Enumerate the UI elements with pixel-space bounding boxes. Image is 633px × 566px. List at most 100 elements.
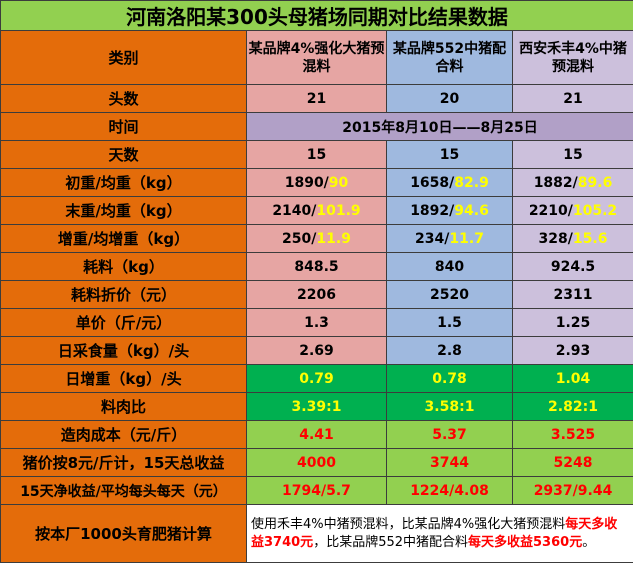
cell: 0.78	[386, 364, 513, 393]
note-text: ，比某品牌552中猪配合料	[313, 534, 469, 550]
table-row: 单价（斤/元） 1.3 1.5 1.25	[0, 308, 633, 337]
footer-row: 按本厂1000头育肥猪计算 使用禾丰4%中猪预混料，比某品牌4%强化大猪预混料每…	[0, 504, 633, 563]
header-col2: 某品牌552中猪配合料	[386, 30, 513, 85]
avg-value: 11.9	[316, 230, 351, 247]
header-col1: 某品牌4%强化大猪预混料	[246, 30, 387, 85]
cell: 15	[386, 140, 513, 169]
period-cell: 2015年8月10日——8月25日	[246, 112, 633, 141]
footer-note: 使用禾丰4%中猪预混料，比某品牌4%强化大猪预混料每天多收益3740元，比某品牌…	[246, 504, 633, 563]
table-row: 耗料（kg） 848.5 840 924.5	[0, 252, 633, 281]
cell: 3.58:1	[386, 392, 513, 421]
table-row: 耗料折价（元） 2206 2520 2311	[0, 280, 633, 309]
title-row: 河南洛阳某300头母猪场同期对比结果数据	[0, 0, 633, 31]
cell: 1.3	[246, 308, 387, 337]
cell: 3.39:1	[246, 392, 387, 421]
note-highlight: 每天多收益5360元	[468, 534, 583, 550]
row-label: 料肉比	[0, 392, 247, 421]
note-text: 。	[582, 534, 596, 550]
cell: 1.04	[512, 364, 633, 393]
cell: 4.41	[246, 420, 387, 449]
total-value: 1890/	[284, 174, 329, 191]
table-row: 15天净收益/平均每头每天（元） 1794/5.7 1224/4.08 2937…	[0, 476, 633, 505]
table-row: 日采食量（kg）/头 2.69 2.8 2.93	[0, 336, 633, 365]
cell: 5.37	[386, 420, 513, 449]
note-text: 使用禾丰4%中猪预混料，比某品牌4%强化大猪预混料	[251, 516, 566, 532]
cell: 2210/105.2	[512, 196, 633, 225]
total-value: 328/	[538, 230, 573, 247]
avg-value: 101.9	[316, 202, 361, 219]
avg-value: 90	[328, 174, 349, 191]
row-label: 初重/均重（kg）	[0, 168, 247, 197]
cell: 2140/101.9	[246, 196, 387, 225]
cell: 1892/94.6	[386, 196, 513, 225]
row-label: 头数	[0, 84, 247, 113]
row-label: 造肉成本（元/斤）	[0, 420, 247, 449]
total-value: 1882/	[533, 174, 578, 191]
avg-value: 105.2	[572, 202, 618, 219]
avg-value: 4.08	[454, 482, 489, 499]
total-value: 2140/	[272, 202, 317, 219]
cell: 1890/90	[246, 168, 387, 197]
total-value: 250/	[282, 230, 317, 247]
header-col3: 西安禾丰4%中猪预混料	[512, 30, 633, 85]
avg-value: 11.7	[449, 230, 484, 247]
cell: 2.8	[386, 336, 513, 365]
cell: 1882/89.6	[512, 168, 633, 197]
total-value: 1224/	[410, 482, 455, 499]
cell: 234/11.7	[386, 224, 513, 253]
table-row: 增重/均增重（kg） 250/11.9 234/11.7 328/15.6	[0, 224, 633, 253]
avg-value: 9.44	[577, 482, 613, 499]
total-value: 1658/	[410, 174, 455, 191]
cell: 20	[386, 84, 513, 113]
avg-value: 94.6	[454, 202, 489, 219]
cell: 15	[512, 140, 633, 169]
cell: 2937/9.44	[512, 476, 633, 505]
cell: 5248	[512, 448, 633, 477]
row-label: 猪价按8元/斤计，15天总收益	[0, 448, 247, 477]
total-value: 234/	[415, 230, 450, 247]
header-category: 类别	[0, 30, 247, 85]
cell: 2206	[246, 280, 387, 309]
cell: 1.5	[386, 308, 513, 337]
cell: 3.525	[512, 420, 633, 449]
cell: 250/11.9	[246, 224, 387, 253]
cell: 1.25	[512, 308, 633, 337]
cell: 3744	[386, 448, 513, 477]
table-title: 河南洛阳某300头母猪场同期对比结果数据	[0, 0, 633, 31]
table-row: 头数 21 20 21	[0, 84, 633, 113]
header-row: 类别 某品牌4%强化大猪预混料 某品牌552中猪配合料 西安禾丰4%中猪预混料	[0, 30, 633, 85]
table-row: 时间 2015年8月10日——8月25日	[0, 112, 633, 141]
total-value: 2210/	[528, 202, 573, 219]
cell: 0.79	[246, 364, 387, 393]
row-label: 增重/均增重（kg）	[0, 224, 247, 253]
cell: 840	[386, 252, 513, 281]
table-row: 猪价按8元/斤计，15天总收益 4000 3744 5248	[0, 448, 633, 477]
row-label: 时间	[0, 112, 247, 141]
cell: 2311	[512, 280, 633, 309]
cell: 2.82:1	[512, 392, 633, 421]
cell: 848.5	[246, 252, 387, 281]
cell: 1794/5.7	[246, 476, 387, 505]
cell: 21	[246, 84, 387, 113]
cell: 4000	[246, 448, 387, 477]
avg-value: 5.7	[326, 482, 351, 499]
row-label: 日采食量（kg）/头	[0, 336, 247, 365]
cell: 328/15.6	[512, 224, 633, 253]
cell: 2.69	[246, 336, 387, 365]
cell: 15	[246, 140, 387, 169]
avg-value: 15.6	[572, 230, 608, 247]
cell: 21	[512, 84, 633, 113]
footer-label: 按本厂1000头育肥猪计算	[0, 504, 247, 563]
cell: 2.93	[512, 336, 633, 365]
cell: 924.5	[512, 252, 633, 281]
table-row: 日增重（kg）/头 0.79 0.78 1.04	[0, 364, 633, 393]
avg-value: 82.9	[454, 174, 489, 191]
note-highlight: 每天多收益3740元	[251, 516, 618, 550]
table-row: 末重/均重（kg） 2140/101.9 1892/94.6 2210/105.…	[0, 196, 633, 225]
total-value: 1794/	[282, 482, 327, 499]
cell: 1224/4.08	[386, 476, 513, 505]
row-label: 日增重（kg）/头	[0, 364, 247, 393]
row-label: 天数	[0, 140, 247, 169]
table-row: 造肉成本（元/斤） 4.41 5.37 3.525	[0, 420, 633, 449]
